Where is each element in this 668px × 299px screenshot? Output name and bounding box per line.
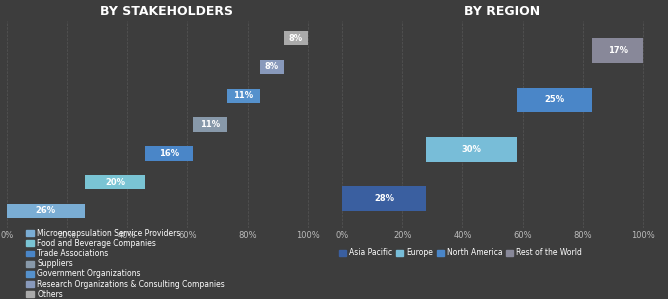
- Bar: [7, 204, 85, 218]
- Title: BY STAKEHOLDERS: BY STAKEHOLDERS: [100, 5, 233, 18]
- Text: 25%: 25%: [544, 95, 564, 104]
- Legend: Microencapsulation Service Providers, Food and Beverage Companies, Trade Associa: Microencapsulation Service Providers, Fo…: [27, 229, 225, 299]
- Bar: [194, 118, 226, 132]
- Text: 8%: 8%: [289, 34, 303, 43]
- Text: 26%: 26%: [36, 207, 56, 216]
- Text: 30%: 30%: [462, 145, 482, 154]
- Text: 17%: 17%: [608, 46, 628, 55]
- Bar: [517, 88, 592, 112]
- Text: 20%: 20%: [105, 178, 125, 187]
- Bar: [260, 60, 284, 74]
- Text: 16%: 16%: [159, 149, 180, 158]
- Text: 11%: 11%: [233, 91, 253, 100]
- Bar: [284, 31, 308, 45]
- Title: BY REGION: BY REGION: [464, 5, 540, 18]
- Bar: [592, 38, 643, 63]
- Bar: [342, 186, 426, 211]
- Text: 28%: 28%: [374, 194, 394, 203]
- Text: 11%: 11%: [200, 120, 220, 129]
- Bar: [85, 175, 145, 189]
- Bar: [145, 146, 194, 161]
- Legend: Asia Pacific, Europe, North America, Rest of the World: Asia Pacific, Europe, North America, Res…: [339, 248, 582, 257]
- Bar: [426, 137, 517, 161]
- Text: 8%: 8%: [265, 62, 279, 71]
- Bar: [226, 89, 260, 103]
